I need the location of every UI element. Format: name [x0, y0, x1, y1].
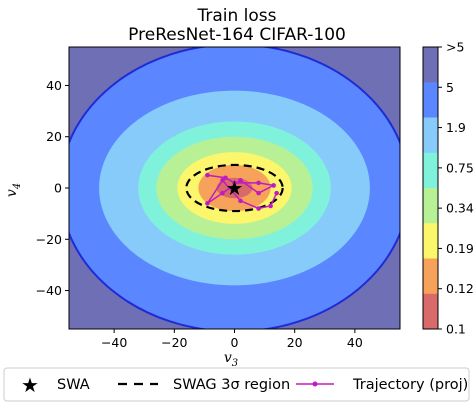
- trajectory-point-3: [256, 180, 261, 186]
- colorbar-label-1: 5: [446, 80, 454, 95]
- x-tick-label-0: −40: [101, 335, 127, 350]
- trajectory-point-10: [238, 198, 243, 204]
- colorbar-label-7: 0.1: [446, 322, 466, 337]
- y-axis-ticks: 40 20 0 −20 −40: [36, 78, 69, 298]
- swa-point: ★: [226, 176, 244, 200]
- trajectory-point-7: [220, 190, 225, 196]
- legend-label-swag: SWAG 3σ region: [173, 377, 290, 393]
- colorbar-segment-4: [423, 188, 438, 224]
- colorbar-segment-3: [423, 152, 438, 189]
- y-tick-label-0: 40: [46, 78, 62, 93]
- legend-label-trajectory: Trajectory (proj): [352, 377, 468, 393]
- trajectory-point-13: [274, 190, 279, 196]
- trajectory-point-2: [232, 180, 237, 186]
- chart-subtitle: PreResNet-164 CIFAR-100: [128, 25, 346, 45]
- trajectory-dot-icon: [312, 381, 318, 387]
- trajectory-point-4: [271, 183, 276, 188]
- x-tick-label-1: −20: [161, 335, 187, 350]
- x-tick-label-4: 40: [347, 335, 363, 350]
- x-axis-label: v3: [224, 350, 238, 369]
- colorbar-frame: [422, 46, 439, 330]
- y-tick-label-4: −40: [36, 283, 62, 298]
- trajectory-point-12: [268, 203, 273, 209]
- plot-area: ★: [68, 46, 401, 330]
- colorbar-segment-7: [423, 293, 438, 330]
- colorbar-label-5: 0.19: [446, 241, 474, 256]
- colorbar-label-4: 0.34: [446, 201, 474, 216]
- colorbar: >5 5 1.9 0.75 0.34 0.19 0.12 0.1: [422, 40, 474, 337]
- contour-layer: [69, 47, 400, 329]
- swag-region: [185, 163, 284, 213]
- x-tick-label-2: 0: [231, 335, 239, 350]
- colorbar-label-2: 1.9: [446, 120, 466, 135]
- colorbar-label-3: 0.75: [446, 160, 474, 175]
- y-tick-label-3: −20: [36, 232, 62, 247]
- y-axis-label-sub: 4: [12, 183, 23, 190]
- y-axis-label: v4: [4, 183, 23, 197]
- x-tick-label-3: 20: [287, 335, 303, 350]
- trajectory-point-9: [220, 178, 225, 183]
- y-axis-label-main: v: [4, 189, 20, 197]
- swa-layer: ★: [226, 176, 244, 200]
- trajectory-point-1: [223, 175, 228, 181]
- y-tick-label-2: 0: [54, 181, 62, 196]
- colorbar-label-0: >5: [446, 40, 464, 55]
- colorbar-segment-5: [423, 223, 438, 259]
- legend-label-swa: SWA: [57, 377, 90, 393]
- trajectory-point-6: [238, 178, 243, 183]
- colorbar-label-6: 0.12: [446, 281, 474, 296]
- legend-frame: [3, 367, 470, 402]
- trajectory-point-8: [205, 201, 210, 206]
- chart-title: Train loss: [196, 6, 276, 26]
- colorbar-segment-0: [423, 47, 438, 83]
- trajectory-point-5: [256, 190, 261, 196]
- trajectory-layer: [205, 172, 279, 211]
- x-axis-label-sub: 3: [232, 358, 238, 369]
- colorbar-segment-2: [423, 117, 438, 154]
- x-axis-ticks: −40 −20 0 20 40: [101, 329, 363, 350]
- colorbar-segment-6: [423, 258, 438, 295]
- swa-star-icon: ★: [21, 373, 39, 397]
- trajectory-point-0: [205, 172, 210, 178]
- y-tick-label-1: 20: [46, 129, 62, 144]
- swag-region-layer: [185, 163, 284, 213]
- x-axis-label-main: v: [224, 350, 232, 366]
- trajectory-line: [206, 174, 278, 210]
- colorbar-segment-1: [423, 82, 438, 118]
- legend: ★ SWA SWAG 3σ region Trajectory (proj): [3, 367, 470, 402]
- trajectory-point-11: [256, 206, 261, 211]
